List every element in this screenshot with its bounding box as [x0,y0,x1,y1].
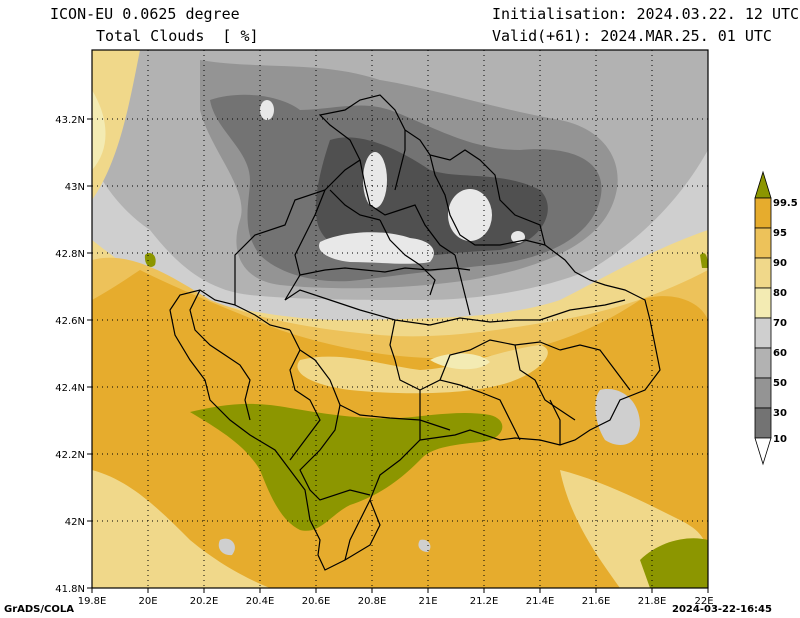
color-legend: 99.5 95 90 80 70 60 50 30 10 [754,170,798,466]
lat-label: 42N [65,517,85,528]
legend-swatch [754,407,772,439]
footer-software: GrADS/COLA [4,604,74,615]
lon-label: 20.2E [190,596,219,607]
lat-label: 42.2N [55,450,85,461]
legend-swatch [754,347,772,379]
lat-label: 43N [65,182,85,193]
model-title: ICON-EU 0.0625 degree [50,5,240,23]
legend-label: 70 [773,318,787,329]
legend-label: 90 [773,258,787,269]
legend-swatch [754,257,772,289]
init-time: Initialisation: 2024.03.22. 12 UTC [492,5,800,23]
lon-label: 21.2E [470,596,499,607]
legend-bottom-triangle [754,437,772,466]
legend-label: 60 [773,348,787,359]
lat-label: 42.6N [55,316,85,327]
lon-label: 21.8E [638,596,667,607]
legend-label: 30 [773,408,787,419]
legend-swatch [754,317,772,349]
legend-label: 50 [773,378,787,389]
field-title: Total Clouds [ %] [96,27,259,45]
cloud-field [92,50,708,588]
lon-label: 20.6E [302,596,331,607]
lon-label: 19.8E [78,596,107,607]
legend-swatch [754,197,772,229]
lat-label: 41.8N [55,584,85,595]
lon-label: 20E [138,596,157,607]
legend-label: 80 [773,288,787,299]
legend-swatch [754,377,772,409]
axis-ticks [87,118,709,593]
footer-timestamp: 2024-03-22-16:45 [672,604,772,615]
lon-labels: 19.8E 20E 20.2E 20.4E 20.6E 20.8E 21E 21… [78,596,714,607]
lat-labels: 41.8N 42N 42.2N 42.4N 42.6N 42.8N 43N 43… [55,115,85,595]
legend-swatch [754,227,772,259]
legend-label: 10 [773,434,787,445]
lat-label: 42.4N [55,383,85,394]
lon-label: 21.4E [526,596,555,607]
lon-label: 20.4E [246,596,275,607]
map-frame [91,49,709,589]
lat-label: 43.2N [55,115,85,126]
legend-label: 99.5 [773,198,798,209]
legend-label: 95 [773,228,787,239]
lat-label: 42.8N [55,249,85,260]
valid-time: Valid(+61): 2024.MAR.25. 01 UTC [492,27,772,45]
lon-label: 22E [694,596,713,607]
legend-top-triangle [754,170,772,199]
legend-swatch [754,287,772,319]
legend-labels: 99.5 95 90 80 70 60 50 30 10 [773,198,798,445]
lon-label: 21.6E [582,596,611,607]
lon-label: 20.8E [358,596,387,607]
lon-label: 21E [418,596,437,607]
